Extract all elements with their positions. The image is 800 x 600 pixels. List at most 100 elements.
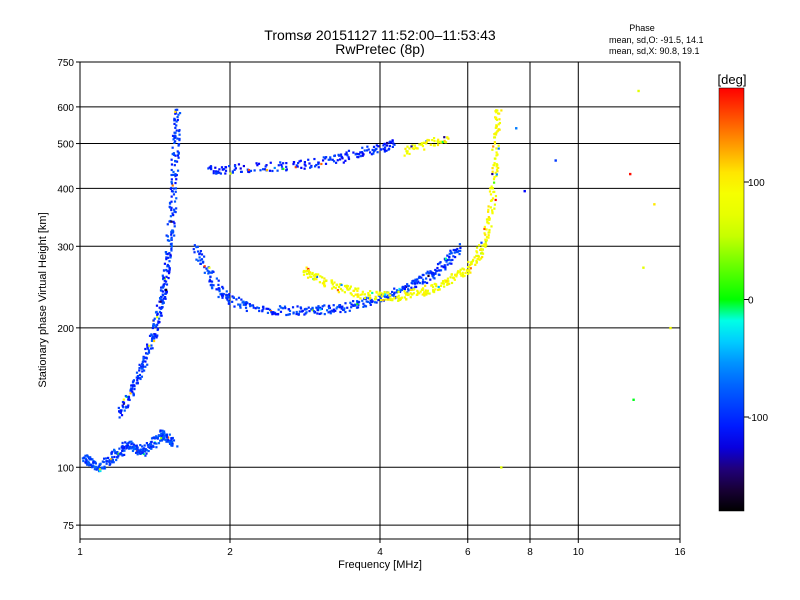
echo-point <box>141 362 144 366</box>
echo-point <box>347 149 351 152</box>
echo-point <box>387 296 390 300</box>
echo-point <box>165 275 168 278</box>
echo-point <box>313 278 316 281</box>
echo-point <box>134 447 137 451</box>
echo-point <box>156 436 159 439</box>
echo-point <box>340 283 343 287</box>
echo-point <box>371 300 374 303</box>
echo-point <box>103 467 107 470</box>
echo-point <box>357 295 360 298</box>
echo-point <box>209 280 212 283</box>
echo-point <box>439 269 443 272</box>
echo-point <box>215 277 218 280</box>
echo-point <box>469 271 472 274</box>
echo-point <box>327 158 330 161</box>
echo-point <box>407 288 410 291</box>
echo-point <box>404 293 408 296</box>
echo-point <box>361 152 364 155</box>
echo-point <box>316 312 319 315</box>
echo-point <box>160 435 163 438</box>
echo-point <box>174 190 177 193</box>
echo-point <box>162 285 165 288</box>
echo-point <box>154 333 157 336</box>
echo-point <box>356 300 359 304</box>
echo-point <box>229 172 232 175</box>
echo-point <box>465 269 468 272</box>
echo-point <box>196 245 199 248</box>
echo-point <box>411 282 414 285</box>
echo-point <box>490 187 493 190</box>
echo-point <box>444 141 448 144</box>
echo-point <box>176 150 179 153</box>
echo-point <box>348 309 351 312</box>
echo-point <box>151 337 154 340</box>
echo-point <box>423 281 427 284</box>
echo-point <box>161 302 164 305</box>
echo-point <box>375 147 378 151</box>
echo-point <box>495 165 498 168</box>
echo-point <box>403 154 406 157</box>
echo-point <box>495 151 498 154</box>
echo-point <box>87 460 90 463</box>
echo-point <box>172 152 175 155</box>
echo-point <box>442 266 445 269</box>
echo-point <box>384 295 387 298</box>
echo-point <box>141 370 144 373</box>
echo-point <box>176 118 179 122</box>
echo-point <box>178 112 182 115</box>
echo-point <box>424 284 427 287</box>
echo-point <box>377 298 380 302</box>
echo-point <box>157 442 161 445</box>
colorbar-tick-label: -100 <box>748 413 768 424</box>
echo-point <box>317 166 320 169</box>
echo-point <box>296 305 299 308</box>
echo-point <box>317 305 320 308</box>
echo-point <box>208 278 212 281</box>
echo-point <box>171 212 174 215</box>
echo-point <box>231 170 234 173</box>
echo-point <box>162 438 165 441</box>
echo-point <box>130 384 133 387</box>
echo-point <box>147 445 150 449</box>
echo-point <box>417 280 420 283</box>
echo-point <box>315 163 318 167</box>
echo-point <box>311 272 314 276</box>
echo-point <box>152 324 155 327</box>
echo-point <box>370 153 373 156</box>
echo-point <box>362 305 365 308</box>
echo-point <box>411 147 414 150</box>
echo-point <box>422 291 426 294</box>
echo-point <box>386 291 389 294</box>
echo-point <box>413 144 417 147</box>
echo-point <box>124 441 127 444</box>
echo-point <box>147 351 151 354</box>
echo-point <box>211 287 214 290</box>
echo-point <box>425 293 428 296</box>
echo-point <box>242 300 245 303</box>
echo-point <box>144 352 148 355</box>
echo-point <box>468 269 471 272</box>
echo-point <box>176 154 180 157</box>
echo-point <box>92 461 95 464</box>
echo-point <box>359 151 362 154</box>
echo-point <box>364 305 368 308</box>
echo-point <box>444 268 447 271</box>
echo-point <box>174 131 177 134</box>
echo-point <box>392 294 395 297</box>
echo-point <box>89 463 92 467</box>
echo-point <box>338 306 341 309</box>
echo-point <box>495 118 499 121</box>
echo-point <box>158 300 161 303</box>
echo-point <box>305 266 308 269</box>
echo-point <box>209 275 212 278</box>
echo-point <box>172 220 175 223</box>
echo-point <box>389 298 392 302</box>
echo-point <box>130 442 133 446</box>
echo-point <box>198 256 201 259</box>
echo-point <box>197 259 200 262</box>
echo-point <box>102 466 105 469</box>
echo-point <box>224 172 227 175</box>
echo-point <box>345 151 348 154</box>
echo-point <box>168 441 171 444</box>
echo-point <box>409 296 412 299</box>
